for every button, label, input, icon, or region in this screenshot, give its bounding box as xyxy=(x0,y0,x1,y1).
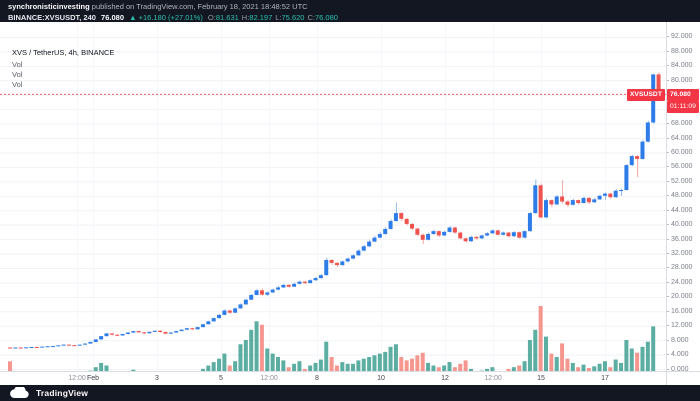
price-axis-tick: 80.000 xyxy=(666,76,693,84)
price-axis-tick: 16.000 xyxy=(666,307,693,315)
price-axis-tick: 56.000 xyxy=(666,163,693,171)
price-axis-tick: 12.000 xyxy=(666,322,693,330)
time-axis-tick: Feb xyxy=(86,375,100,382)
time-axis-tick: 15 xyxy=(537,375,545,382)
ohlc-value: 82.197 xyxy=(249,12,273,22)
tradingview-cloud-icon[interactable] xyxy=(9,387,31,399)
price-axis-tick: 32.000 xyxy=(666,250,693,257)
price-axis-tick: 24.000 xyxy=(666,278,693,286)
axis-corner xyxy=(666,372,700,386)
time-axis-tick: 10 xyxy=(377,375,385,382)
price-axis[interactable]: 0.000 4.000 8.000 12.000 16.000 20.000 24.000 2… xyxy=(666,22,700,373)
footer: TradingView xyxy=(0,385,700,401)
price-axis-tick: 44.000 xyxy=(666,206,693,214)
price-axis-tick: 64.000 xyxy=(666,134,693,142)
price-axis-tick: 36.000 xyxy=(666,235,693,243)
price-axis-tick: 60.000 xyxy=(666,148,693,156)
ohlc-key: C: xyxy=(307,12,315,22)
ohlc-key: L: xyxy=(275,12,282,22)
time-axis-tick: 12:00 xyxy=(68,375,86,382)
time-axis-tick: 12:00 xyxy=(484,375,502,382)
ohlc-value: 81.631 xyxy=(215,12,239,22)
chart-legend: XVS / TetherUS, 4h, BINANCE Vol Vol Vol xyxy=(12,49,114,91)
price-change: ▲ +16.180 (+27.01%) xyxy=(129,12,203,22)
symbol-price-flag: XVSUSDT xyxy=(626,89,665,101)
symbol-interval-label[interactable]: BINANCE:XVSUSDT, 240 xyxy=(8,12,96,22)
last-price-axis-label: 76.080 xyxy=(667,89,699,101)
time-axis[interactable]: 12:00 Feb 3 5 12:00 8 10 12 12:00 15 17 xyxy=(0,371,700,386)
candlestick-chart[interactable] xyxy=(0,22,666,371)
byline-text: published on TradingView.com, February 1… xyxy=(89,2,308,11)
price-axis-tick: 52.000 xyxy=(666,177,693,185)
price-axis-tick: 48.000 xyxy=(666,192,693,200)
price-axis-tick: 68.000 xyxy=(666,120,693,128)
legend-volume-rows: Vol Vol Vol xyxy=(12,59,114,89)
author-username[interactable]: synchronisticinvesting xyxy=(8,2,90,11)
time-axis-tick: 12:00 xyxy=(260,375,278,382)
price-axis-tick: 4.000 xyxy=(667,351,689,359)
price-axis-tick: 84.000 xyxy=(666,62,693,70)
legend-vol-label[interactable]: Vol xyxy=(12,59,23,69)
time-axis-tick: 3 xyxy=(155,375,159,382)
price-axis-tick: 20.000 xyxy=(666,293,693,301)
time-axis-tick: 5 xyxy=(219,375,223,382)
price-axis-tick: 88.000 xyxy=(666,47,693,55)
bar-countdown-timer: 01:11:09 xyxy=(667,101,699,113)
chart-pane[interactable]: XVS / TetherUS, 4h, BINANCE Vol Vol Vol xyxy=(0,22,666,371)
ohlc-value: 75.620 xyxy=(281,12,305,22)
price-axis-tick: 28.000 xyxy=(666,264,693,272)
quote-line: BINANCE:XVSUSDT, 240 76.080 ▲ +16.180 (+… xyxy=(8,12,700,22)
price-axis-tick: 92.000 xyxy=(666,33,693,41)
tradingview-brand-text[interactable]: TradingView xyxy=(36,388,89,398)
ohlc-values: O:81.631 H:82.197 L:75.620 C:76.080 xyxy=(208,13,341,22)
legend-vol-label[interactable]: Vol xyxy=(12,69,23,79)
price-axis-tick: 0.000 xyxy=(667,365,689,373)
ohlc-key: H: xyxy=(241,12,250,22)
time-axis-tick: 8 xyxy=(315,375,319,382)
price-axis-tick: 40.000 xyxy=(666,221,693,229)
header: synchronisticinvesting published on Trad… xyxy=(0,0,700,22)
byline: synchronisticinvesting published on Trad… xyxy=(8,3,700,11)
legend-symbol-title[interactable]: XVS / TetherUS, 4h, BINANCE xyxy=(12,48,115,57)
price-axis-tick: 8.000 xyxy=(667,336,689,344)
last-price: 76.080 xyxy=(101,12,124,22)
time-axis-tick: 17 xyxy=(601,375,609,382)
ohlc-value: 76.080 xyxy=(314,12,338,22)
ohlc-key: O: xyxy=(207,12,216,22)
time-axis-tick: 12 xyxy=(441,375,449,382)
legend-vol-label[interactable]: Vol xyxy=(12,79,23,89)
